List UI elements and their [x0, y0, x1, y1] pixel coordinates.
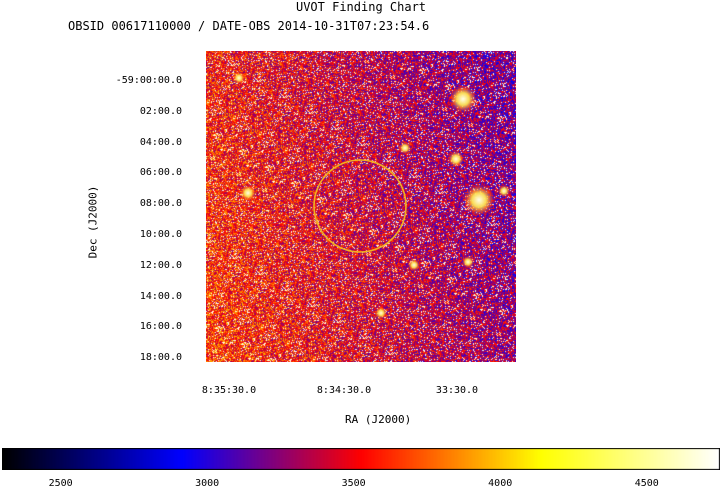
- colorbar-tick-label: 3500: [341, 478, 366, 489]
- y-tick-label: 18:00.0: [139, 352, 182, 364]
- x-tick-label: 8:35:30.0: [201, 385, 257, 396]
- colorbar-tick-label: 4000: [488, 478, 513, 489]
- colorbar-ticks: 2500 3000 3500 4000 4500: [0, 478, 722, 489]
- x-tick-label: 33:30.0: [435, 385, 479, 396]
- y-tick-label: 04:00.0: [139, 136, 182, 148]
- y-tick-label: 10:00.0: [139, 229, 182, 240]
- y-tick-label: 12:00.0: [139, 259, 182, 271]
- y-tick-label: 16:00.0: [139, 321, 182, 333]
- x-tick-label: 8:34:30.0: [316, 385, 372, 396]
- colorbar: [2, 448, 720, 470]
- y-tick-label: -59:00:00.0: [115, 75, 182, 86]
- chart-subtitle: OBSID 00617110000 / DATE-OBS 2014-10-31T…: [68, 19, 430, 33]
- y-axis-label: Dec (J2000): [86, 185, 100, 259]
- y-tick-label: 06:00.0: [139, 167, 182, 179]
- chart-title: UVOT Finding Chart: [295, 0, 427, 14]
- colorbar-tick-label: 3000: [195, 478, 220, 489]
- image-overlay: [313, 159, 407, 253]
- y-tick-label: 08:00.0: [139, 198, 182, 210]
- colorbar-tick-label: 4500: [634, 478, 659, 489]
- x-axis-label: RA (J2000): [345, 413, 412, 426]
- colorbar-tick-label: 2500: [48, 478, 73, 489]
- sky-image: [206, 51, 516, 362]
- y-tick-label: 14:00.0: [139, 290, 182, 302]
- y-tick-label: 02:00.0: [139, 105, 182, 117]
- target-circle: [313, 159, 407, 253]
